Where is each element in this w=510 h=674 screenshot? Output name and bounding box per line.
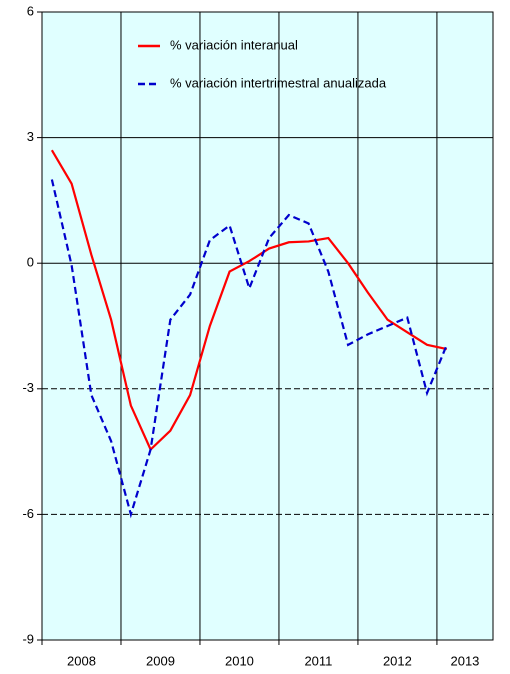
x-tick-label: 2009 xyxy=(146,653,175,668)
series-line xyxy=(50,179,448,519)
x-tick-label: 2012 xyxy=(383,653,412,668)
plot-area xyxy=(42,12,493,640)
x-tick-label: 2013 xyxy=(450,653,479,668)
legend-label: % variación intertrimestral anualizada xyxy=(170,75,387,90)
plot-border xyxy=(41,11,494,641)
x-tick-label: 2011 xyxy=(304,653,332,668)
x-tick-label: 2008 xyxy=(67,653,96,668)
y-tick-label: 0 xyxy=(27,255,34,270)
y-tick-label: -9 xyxy=(22,631,34,646)
legend-label: % variación interanual xyxy=(170,37,298,52)
y-tick-label: -6 xyxy=(22,506,34,521)
series-line xyxy=(50,149,448,452)
y-tick-label: -3 xyxy=(22,380,34,395)
y-tick-label: 3 xyxy=(27,129,34,144)
x-tick-label: 2010 xyxy=(225,653,254,668)
y-tick-label: 6 xyxy=(27,3,34,18)
